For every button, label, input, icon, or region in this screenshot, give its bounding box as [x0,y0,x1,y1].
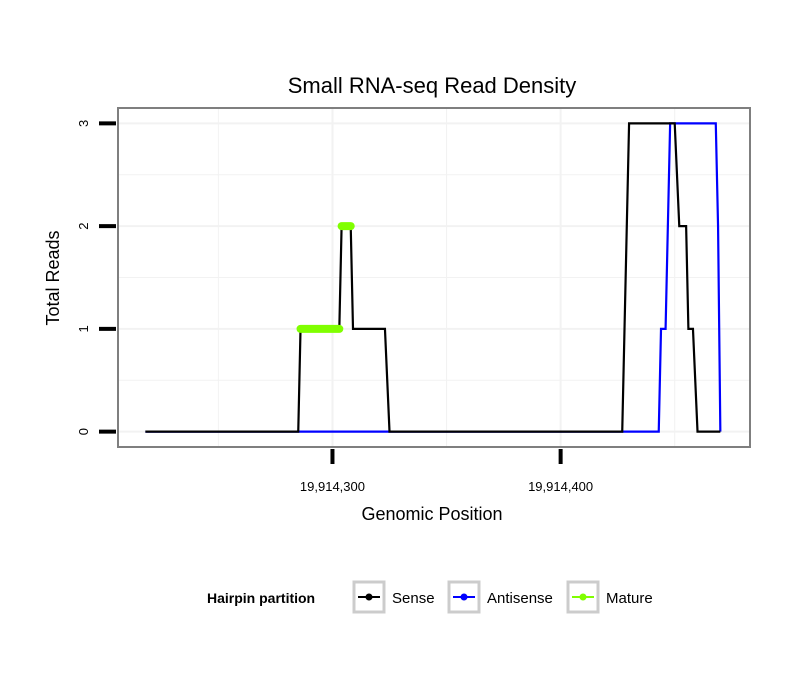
legend-dot-sense [365,593,373,601]
y-tick-label-1: 1 [76,325,91,332]
legend: Hairpin partition Sense Antisense Mature [207,580,653,614]
plot-border [117,107,751,448]
legend-item-sense: Sense [352,580,435,614]
legend-label-antisense: Antisense [487,590,553,607]
x-tick-label-0: 19,914,300 [300,479,365,494]
legend-title: Hairpin partition [207,590,315,606]
series-layer [145,122,722,433]
y-axis-title: Total Reads [43,230,63,325]
chart-title: Small RNA-seq Read Density [288,73,577,98]
legend-label-mature: Mature [606,590,653,607]
series-line-antisense-0 [145,122,722,433]
legend-dot-mature [579,593,587,601]
legend-item-antisense: Antisense [447,580,553,614]
legend-dot-antisense [460,593,468,601]
legend-item-mature: Mature [566,580,653,614]
y-tick-label-3: 3 [76,120,91,127]
y-axis: 0 1 2 3 [76,120,116,435]
x-tick-label-1: 19,914,400 [528,479,593,494]
y-tick-label-0: 0 [76,428,91,435]
legend-label-sense: Sense [392,590,435,607]
x-axis-title: Genomic Position [361,504,502,524]
y-tick-label-2: 2 [76,223,91,230]
x-axis: 19,914,300 19,914,400 [300,449,593,494]
